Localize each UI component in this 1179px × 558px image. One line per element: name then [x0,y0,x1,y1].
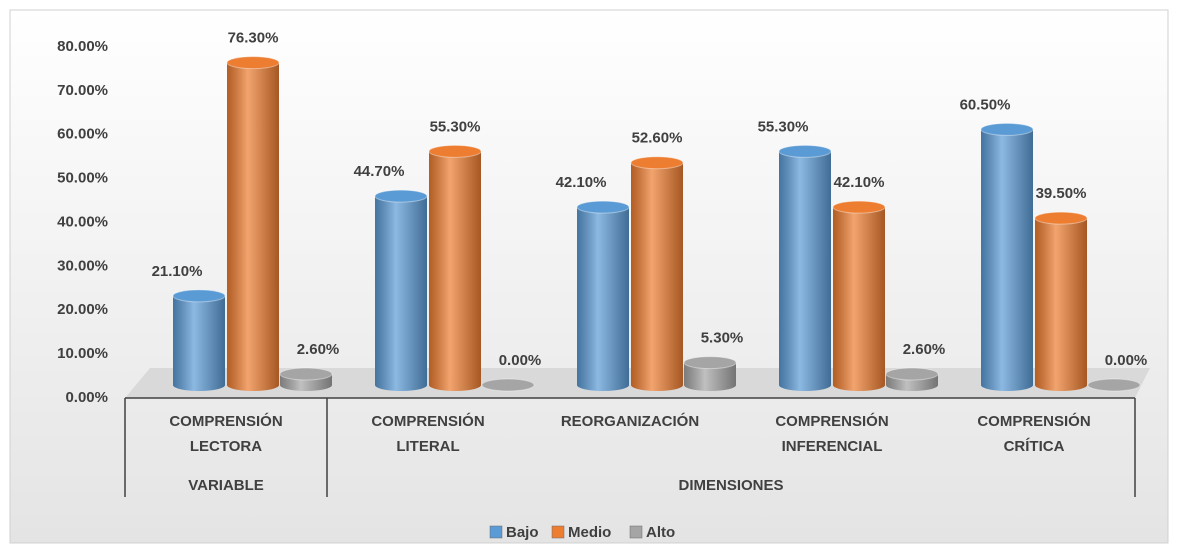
bar-base-shade [173,379,225,391]
value-label: 0.00% [1105,352,1148,369]
bar-shade [227,62,279,385]
y-tick-label: 40.00% [57,213,108,230]
y-tick-label: 80.00% [57,38,108,55]
value-label: 55.30% [758,118,809,135]
bar-shade [684,362,736,385]
group-label: VARIABLE [188,477,264,494]
legend-label: Medio [568,524,611,541]
bar-base-shade [833,379,885,391]
bar-top [226,56,280,70]
legend-swatch [629,525,643,539]
y-tick-label: 0.00% [65,389,108,406]
bar-top [576,200,630,214]
value-label: 44.70% [354,163,405,180]
value-label: 60.50% [960,96,1011,113]
bar-shade [429,151,481,385]
x-tick-label: COMPRENSIÓN INFERENCIAL [775,412,888,455]
bar-shade [173,295,225,385]
y-tick-label: 70.00% [57,82,108,99]
value-label: 39.50% [1036,185,1087,202]
x-tick-label: REORGANIZACIÓN [561,412,699,430]
bar-base-shade [779,379,831,391]
value-label: 2.60% [297,341,340,358]
bar-base-shade [280,379,332,391]
bar-shade [631,162,683,385]
y-tick-label: 30.00% [57,257,108,274]
bar-top [481,378,535,392]
y-tick-label: 10.00% [57,345,108,362]
bar-top [1034,211,1088,225]
y-tick-label: 20.00% [57,301,108,318]
bar-top [832,200,886,214]
bar-base-shade [886,379,938,391]
bar-top [980,122,1034,136]
value-label: 5.30% [701,330,744,347]
bar-top [172,289,226,303]
value-label: 55.30% [430,118,481,135]
legend-swatch [551,525,565,539]
legend-swatch [489,525,503,539]
group-label: DIMENSIONES [678,477,783,494]
bar-top [778,144,832,158]
x-tick-label: COMPRENSIÓN LITERAL [371,412,484,455]
y-tick-label: 60.00% [57,126,108,143]
value-label: 2.60% [903,341,946,358]
bar-base-shade [577,379,629,391]
bar-top [279,367,333,381]
bar-top [630,156,684,170]
bar-shade [981,129,1033,385]
bar-top [1087,378,1141,392]
bar-base-shade [631,379,683,391]
y-tick-label: 50.00% [57,170,108,187]
value-label: 21.10% [152,263,203,280]
bar-shade [779,151,831,385]
bar-shade [833,207,885,385]
bar-top [885,367,939,381]
value-label: 52.60% [632,130,683,147]
bar-shade [577,207,629,385]
value-label: 0.00% [499,352,542,369]
bar-base-shade [227,379,279,391]
bar-base-shade [684,379,736,391]
legend-label: Alto [646,524,675,541]
bar-shade [1035,218,1087,385]
bar-base-shade [1035,379,1087,391]
bar-top [428,144,482,158]
bar-base-shade [429,379,481,391]
bar-base-shade [981,379,1033,391]
x-tick-label: COMPRENSIÓN CRÍTICA [977,412,1090,455]
value-label: 42.10% [834,174,885,191]
bar-shade [375,196,427,385]
x-tick-label: COMPRENSIÓN LECTORA [169,412,282,455]
bar-top [374,189,428,203]
bar-base-shade [375,379,427,391]
bar-top [683,356,737,370]
legend-label: Bajo [506,524,539,541]
value-label: 42.10% [556,174,607,191]
value-label: 76.30% [228,30,279,47]
